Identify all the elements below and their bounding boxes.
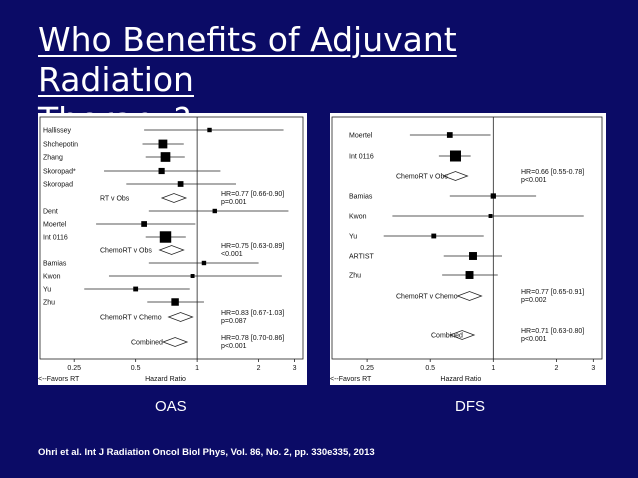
oas-forest-plot: 0.25 0.5 1 2 3 <--Favors RT Hazard Ratio Hallis… — [38, 113, 307, 385]
study-square — [158, 139, 168, 149]
study-square — [431, 233, 437, 239]
study-square — [141, 221, 147, 227]
summary-hr-text: HR=0.78 [0.70-0.86] — [221, 335, 284, 342]
study-square — [201, 260, 207, 266]
study-square — [488, 214, 493, 218]
study-label: Skoropad — [43, 182, 73, 189]
citation: Ohri et al. Int J Radiation Oncol Biol P… — [38, 447, 375, 458]
study-square — [212, 208, 217, 214]
favors-label: <--Favors RT — [38, 376, 80, 383]
x-tick-label: 2 — [257, 365, 261, 372]
study-square — [446, 132, 453, 138]
study-square — [449, 150, 461, 162]
x-tick-label: 0.5 — [131, 365, 141, 372]
study-label: Yu — [349, 234, 357, 241]
study-square — [160, 152, 171, 162]
summary-p-text: p<0.001 — [521, 177, 547, 184]
study-label: Zhu — [349, 273, 361, 280]
study-square — [490, 193, 496, 199]
study-label: Hallissey — [43, 128, 72, 135]
x-tick-label: 1 — [491, 365, 495, 372]
study-label: Shchepotin — [43, 142, 78, 149]
study-label: Bamias — [43, 261, 67, 268]
study-label: Kwon — [349, 214, 367, 221]
summary-hr-text: HR=0.77 [0.66-0.90] — [221, 191, 284, 198]
summary-hr-text: HR=0.66 [0.55-0.78] — [521, 169, 584, 176]
study-square — [171, 298, 179, 306]
x-tick-label: 2 — [554, 365, 558, 372]
summary-diamond — [167, 312, 194, 322]
x-tick-label: 3 — [591, 365, 595, 372]
study-label: Dent — [43, 209, 58, 216]
x-axis-label: Hazard Ratio — [440, 376, 481, 383]
summary-diamond — [456, 291, 483, 301]
plot-frame — [39, 116, 304, 360]
summary-label: ChemoRT v Obs — [396, 174, 448, 181]
favors-label: <--Favors RT — [330, 376, 372, 383]
summary-hr-text: HR=0.83 [0.67-1.03] — [221, 310, 284, 317]
summary-diamond — [448, 330, 476, 340]
x-tick-label: 1 — [195, 365, 199, 372]
study-label: Zhu — [43, 300, 55, 307]
study-label: Skoropad* — [43, 169, 76, 176]
study-label: Bamias — [349, 194, 373, 201]
summary-label: ChemoRT v Chemo — [396, 294, 458, 301]
summary-label: RT v Obs — [100, 196, 130, 203]
study-label: Int 0116 — [43, 235, 68, 242]
summary-p-text: p=0.087 — [221, 318, 247, 325]
summary-diamond — [158, 245, 185, 255]
summary-p-text: p<0.001 — [521, 336, 547, 343]
summary-diamond — [442, 171, 469, 181]
summary-diamond — [160, 193, 188, 203]
slide-title-line1: Who Benefits of Adjuvant Radiation — [38, 20, 457, 99]
study-label: Int 0116 — [349, 154, 374, 161]
summary-label: ChemoRT v Chemo — [100, 315, 162, 322]
x-tick-label: 0.5 — [425, 365, 435, 372]
study-square — [158, 167, 165, 175]
study-square — [465, 271, 474, 279]
study-label: ARTIST — [349, 254, 374, 261]
summary-hr-text: HR=0.71 [0.63-0.80] — [521, 328, 584, 335]
study-square — [159, 231, 172, 243]
summary-p-text: p=0.001 — [221, 199, 247, 206]
x-tick-label: 0.25 — [67, 365, 81, 372]
summary-p-text: <0.001 — [221, 251, 243, 258]
x-tick-label: 3 — [293, 365, 297, 372]
summary-hr-text: HR=0.77 [0.65-0.91] — [521, 289, 584, 296]
summary-p-text: p=0.002 — [521, 297, 547, 304]
study-label: Zhang — [43, 155, 63, 162]
study-label: Moertel — [349, 133, 373, 140]
summary-label: Combined — [131, 340, 163, 347]
x-axis-label: Hazard Ratio — [145, 376, 186, 383]
summary-label: ChemoRT v Obs — [100, 248, 152, 255]
study-square — [469, 252, 477, 260]
study-label: Moertel — [43, 222, 67, 229]
study-square — [190, 274, 195, 278]
study-square — [177, 181, 184, 187]
summary-p-text: p<0.001 — [221, 343, 247, 350]
oas-caption: OAS — [155, 398, 187, 415]
study-label: Kwon — [43, 274, 61, 281]
plot-frame — [331, 116, 603, 360]
summary-label: Combined — [431, 333, 463, 340]
x-tick-label: 0.25 — [360, 365, 374, 372]
study-square — [133, 286, 139, 292]
oas-forest-svg: 0.25 0.5 1 2 3 <--Favors RT Hazard Ratio Hallis… — [38, 116, 304, 383]
summary-hr-text: HR=0.75 [0.63-0.89] — [221, 243, 284, 250]
dfs-forest-svg: 0.25 0.5 1 2 3 <--Favors RT Hazard Ratio Moerte… — [330, 116, 603, 383]
dfs-caption: DFS — [455, 398, 485, 415]
study-label: Yu — [43, 287, 51, 294]
study-square — [207, 127, 212, 133]
dfs-forest-plot: 0.25 0.5 1 2 3 <--Favors RT Hazard Ratio Moerte… — [330, 113, 606, 385]
summary-diamond — [161, 337, 189, 347]
